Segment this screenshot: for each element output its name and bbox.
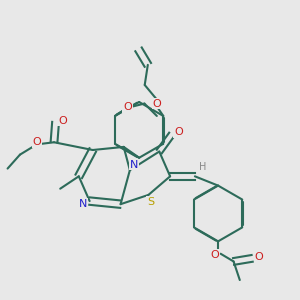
Text: O: O (123, 102, 132, 112)
Text: H: H (199, 162, 206, 172)
Text: N: N (79, 199, 87, 208)
Text: S: S (147, 197, 155, 207)
Text: O: O (58, 116, 67, 126)
Text: N: N (129, 160, 138, 170)
Text: O: O (33, 137, 41, 147)
Text: O: O (174, 127, 183, 137)
Text: O: O (153, 99, 161, 109)
Text: O: O (255, 252, 263, 262)
Text: O: O (211, 250, 219, 260)
